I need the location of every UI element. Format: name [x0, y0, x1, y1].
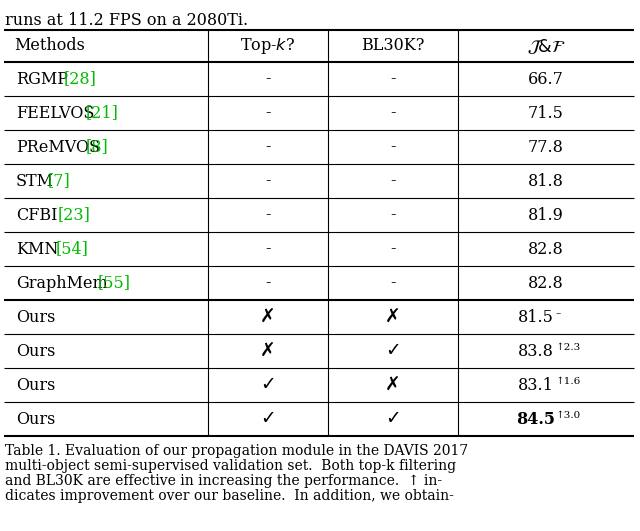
Text: RGMP: RGMP — [16, 71, 68, 88]
Text: STM: STM — [16, 173, 54, 190]
Text: [21]: [21] — [86, 105, 119, 122]
Text: BL30K?: BL30K? — [362, 38, 425, 55]
Text: CFBI: CFBI — [16, 207, 58, 224]
Text: -: - — [390, 71, 396, 88]
Text: [55]: [55] — [98, 275, 131, 292]
Text: -: - — [265, 207, 271, 224]
Text: -: - — [390, 105, 396, 122]
Text: [23]: [23] — [58, 207, 91, 224]
Text: -: - — [390, 139, 396, 156]
Text: Ours: Ours — [16, 376, 56, 393]
Text: 81.8: 81.8 — [528, 173, 564, 190]
Text: [7]: [7] — [48, 173, 71, 190]
Text: -: - — [265, 241, 271, 258]
Text: 83.8: 83.8 — [518, 342, 554, 359]
Text: –: – — [556, 310, 561, 319]
Text: 71.5: 71.5 — [528, 105, 564, 122]
Text: FEELVOS: FEELVOS — [16, 105, 94, 122]
Text: -: - — [390, 275, 396, 292]
Text: ↑2.3: ↑2.3 — [556, 344, 581, 353]
Text: ✗: ✗ — [260, 307, 276, 327]
Text: 82.8: 82.8 — [528, 275, 564, 292]
Text: 84.5: 84.5 — [516, 410, 556, 427]
Text: -: - — [390, 241, 396, 258]
Text: -: - — [265, 275, 271, 292]
Text: runs at 11.2 FPS on a 2080Ti.: runs at 11.2 FPS on a 2080Ti. — [5, 12, 248, 29]
Text: GraphMem: GraphMem — [16, 275, 108, 292]
Text: Ours: Ours — [16, 410, 56, 427]
Text: Ours: Ours — [16, 309, 56, 326]
Text: multi-object semi-supervised validation set.  Both top-k filtering: multi-object semi-supervised validation … — [5, 459, 456, 473]
Text: dicates improvement over our baseline.  In addition, we obtain-: dicates improvement over our baseline. I… — [5, 489, 454, 503]
Text: -: - — [390, 173, 396, 190]
Text: Top-$k$?: Top-$k$? — [241, 36, 296, 56]
Text: [28]: [28] — [64, 71, 97, 88]
Text: PReMVOS: PReMVOS — [16, 139, 100, 156]
Text: Methods: Methods — [14, 38, 85, 55]
Text: ✗: ✗ — [385, 307, 401, 327]
Text: ✓: ✓ — [260, 409, 276, 429]
Text: 82.8: 82.8 — [528, 241, 564, 258]
Text: ✓: ✓ — [385, 341, 401, 361]
Text: ↑1.6: ↑1.6 — [556, 378, 581, 387]
Text: ↑3.0: ↑3.0 — [556, 412, 581, 421]
Text: [8]: [8] — [86, 139, 109, 156]
Text: -: - — [265, 71, 271, 88]
Text: -: - — [265, 139, 271, 156]
Text: and BL30K are effective in increasing the performance.  ↑ in-: and BL30K are effective in increasing th… — [5, 474, 442, 488]
Text: 83.1: 83.1 — [518, 376, 554, 393]
Text: -: - — [265, 173, 271, 190]
Text: 81.9: 81.9 — [528, 207, 564, 224]
Text: ✗: ✗ — [260, 341, 276, 361]
Text: KMN: KMN — [16, 241, 58, 258]
Text: [54]: [54] — [56, 241, 89, 258]
Text: 81.5: 81.5 — [518, 309, 554, 326]
Text: -: - — [390, 207, 396, 224]
Text: 66.7: 66.7 — [528, 71, 564, 88]
Text: Table 1. Evaluation of our propagation module in the DAVIS 2017: Table 1. Evaluation of our propagation m… — [5, 444, 468, 458]
Text: ✗: ✗ — [385, 375, 401, 395]
Text: Ours: Ours — [16, 342, 56, 359]
Text: ✓: ✓ — [260, 375, 276, 395]
Text: ✓: ✓ — [385, 409, 401, 429]
Text: -: - — [265, 105, 271, 122]
Text: $\mathcal{J}$&$\mathcal{F}$: $\mathcal{J}$&$\mathcal{F}$ — [527, 37, 566, 56]
Text: 77.8: 77.8 — [528, 139, 564, 156]
